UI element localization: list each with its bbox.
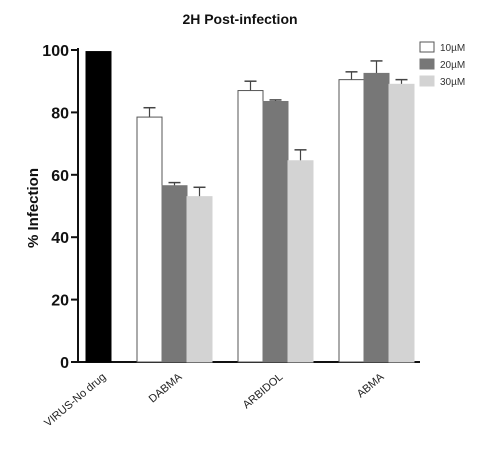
legend: 10µM 20µM 30µM: [419, 41, 465, 88]
x-category-label: VIRUS-No drug: [42, 371, 108, 429]
legend-swatch: [419, 75, 435, 87]
bar: [262, 100, 289, 363]
bar: [363, 72, 390, 363]
x-category-label: DABMA: [147, 371, 185, 406]
bar: [338, 79, 365, 363]
bar: [161, 185, 188, 363]
x-category-label: ARBIDOL: [241, 371, 286, 411]
legend-label: 10µM: [440, 43, 465, 54]
y-tick-label: 0: [60, 355, 69, 372]
y-tick-label: 60: [51, 168, 69, 185]
x-category-label: ABMA: [355, 371, 387, 401]
y-axis-label: % Infection: [25, 168, 42, 248]
legend-label: 20µM: [440, 60, 465, 71]
legend-swatch: [419, 41, 435, 53]
bar: [136, 116, 163, 363]
axes: 0 20 40 60 80 100: [42, 43, 420, 372]
y-tick-label: 40: [51, 230, 69, 247]
legend-label: 30µM: [440, 77, 465, 88]
y-tick-label: 20: [51, 293, 69, 310]
bar-control: [85, 51, 112, 363]
bar: [237, 90, 264, 363]
bar: [186, 196, 213, 363]
chart-title: 2H Post-infection: [182, 11, 297, 27]
y-tick-label: 80: [51, 105, 69, 122]
legend-swatch: [419, 58, 435, 70]
bars: VIRUS-No drug DABMA ARBIDOL ABMA: [42, 51, 415, 429]
y-tick-label: 100: [42, 43, 69, 60]
bar: [388, 83, 415, 363]
bar: [287, 160, 314, 363]
